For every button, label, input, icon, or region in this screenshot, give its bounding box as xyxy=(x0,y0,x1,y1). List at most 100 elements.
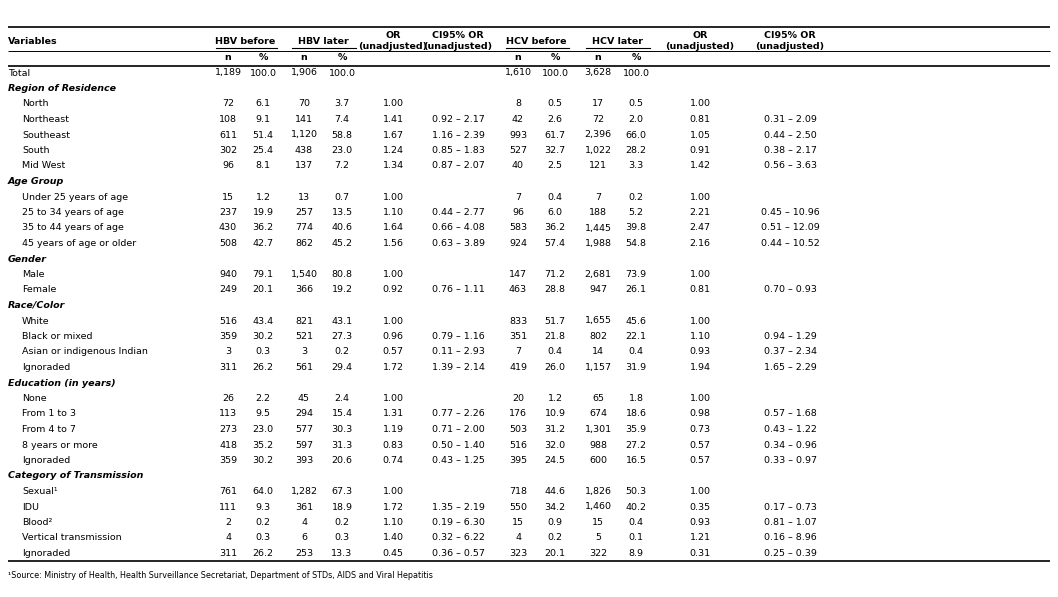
Text: 0.50 – 1.40: 0.50 – 1.40 xyxy=(432,441,485,450)
Text: 1.72: 1.72 xyxy=(383,363,403,372)
Text: 438: 438 xyxy=(295,146,313,155)
Text: 28.8: 28.8 xyxy=(545,285,565,294)
Text: 0.81: 0.81 xyxy=(690,115,711,124)
Text: 1,282: 1,282 xyxy=(291,487,317,496)
Text: 5: 5 xyxy=(595,534,601,543)
Text: 430: 430 xyxy=(219,223,237,232)
Text: 1.31: 1.31 xyxy=(382,410,403,418)
Text: 947: 947 xyxy=(589,285,607,294)
Text: 0.43 – 1.25: 0.43 – 1.25 xyxy=(432,456,485,465)
Text: 1,610: 1,610 xyxy=(505,69,531,78)
Text: n: n xyxy=(300,53,308,61)
Text: 0.3: 0.3 xyxy=(255,347,271,356)
Text: Vertical transmission: Vertical transmission xyxy=(22,534,122,543)
Text: 25.4: 25.4 xyxy=(253,146,274,155)
Text: 1,120: 1,120 xyxy=(291,131,317,140)
Text: Category of Transmission: Category of Transmission xyxy=(8,472,144,481)
Text: 26.2: 26.2 xyxy=(253,549,274,558)
Text: White: White xyxy=(22,316,50,325)
Text: 34.2: 34.2 xyxy=(545,503,566,512)
Text: 1.65 – 2.29: 1.65 – 2.29 xyxy=(764,363,817,372)
Text: 1.00: 1.00 xyxy=(690,100,711,109)
Text: 1.39 – 2.14: 1.39 – 2.14 xyxy=(432,363,485,372)
Text: 359: 359 xyxy=(219,332,237,341)
Text: 0.44 – 2.50: 0.44 – 2.50 xyxy=(764,131,817,140)
Text: 0.3: 0.3 xyxy=(255,534,271,543)
Text: 0.92: 0.92 xyxy=(383,285,403,294)
Text: 0.5: 0.5 xyxy=(547,100,563,109)
Text: 1.00: 1.00 xyxy=(690,316,711,325)
Text: 1,826: 1,826 xyxy=(584,487,612,496)
Text: 15: 15 xyxy=(512,518,524,527)
Text: 1.8: 1.8 xyxy=(628,394,643,403)
Text: 1.05: 1.05 xyxy=(690,131,711,140)
Text: %: % xyxy=(258,53,268,61)
Text: 1.42: 1.42 xyxy=(690,162,711,171)
Text: 0.57: 0.57 xyxy=(383,347,403,356)
Text: 311: 311 xyxy=(219,549,237,558)
Text: 774: 774 xyxy=(295,223,313,232)
Text: 71.2: 71.2 xyxy=(545,270,565,279)
Text: 5.2: 5.2 xyxy=(628,208,643,217)
Text: 1,540: 1,540 xyxy=(291,270,317,279)
Text: 15: 15 xyxy=(222,192,234,202)
Text: 361: 361 xyxy=(295,503,313,512)
Text: 100.0: 100.0 xyxy=(328,69,355,78)
Text: 27.2: 27.2 xyxy=(625,441,646,450)
Text: 20.6: 20.6 xyxy=(331,456,352,465)
Text: 0.35: 0.35 xyxy=(690,503,711,512)
Text: 821: 821 xyxy=(295,316,313,325)
Text: 988: 988 xyxy=(589,441,607,450)
Text: 273: 273 xyxy=(219,425,237,434)
Text: CI95% OR
(unadjusted): CI95% OR (unadjusted) xyxy=(423,31,493,51)
Text: 141: 141 xyxy=(295,115,313,124)
Text: 13: 13 xyxy=(298,192,310,202)
Text: 18.6: 18.6 xyxy=(625,410,646,418)
Text: 121: 121 xyxy=(589,162,607,171)
Text: 36.2: 36.2 xyxy=(253,223,274,232)
Text: 1.64: 1.64 xyxy=(383,223,403,232)
Text: Asian or indigenous Indian: Asian or indigenous Indian xyxy=(22,347,148,356)
Text: 0.87 – 2.07: 0.87 – 2.07 xyxy=(432,162,485,171)
Text: 26.0: 26.0 xyxy=(545,363,565,372)
Text: Blood²: Blood² xyxy=(22,518,53,527)
Text: 9.1: 9.1 xyxy=(255,115,271,124)
Text: CI95% OR
(unadjusted): CI95% OR (unadjusted) xyxy=(755,31,824,51)
Text: 29.4: 29.4 xyxy=(331,363,352,372)
Text: 64.0: 64.0 xyxy=(253,487,274,496)
Text: 9.5: 9.5 xyxy=(255,410,271,418)
Text: 24.5: 24.5 xyxy=(545,456,565,465)
Text: n: n xyxy=(595,53,601,61)
Text: 15.4: 15.4 xyxy=(331,410,352,418)
Text: 1.67: 1.67 xyxy=(383,131,403,140)
Text: 2.2: 2.2 xyxy=(255,394,271,403)
Text: 2.21: 2.21 xyxy=(690,208,711,217)
Text: 3.7: 3.7 xyxy=(334,100,349,109)
Text: 26.1: 26.1 xyxy=(625,285,646,294)
Text: 2,396: 2,396 xyxy=(584,131,612,140)
Text: 31.9: 31.9 xyxy=(625,363,646,372)
Text: Total: Total xyxy=(8,69,30,78)
Text: Female: Female xyxy=(22,285,56,294)
Text: 0.57: 0.57 xyxy=(690,441,711,450)
Text: 20.1: 20.1 xyxy=(253,285,274,294)
Text: 0.11 – 2.93: 0.11 – 2.93 xyxy=(432,347,485,356)
Text: 0.2: 0.2 xyxy=(334,518,349,527)
Text: 8 years or more: 8 years or more xyxy=(22,441,97,450)
Text: 8.1: 8.1 xyxy=(255,162,271,171)
Text: 0.2: 0.2 xyxy=(334,347,349,356)
Text: 237: 237 xyxy=(219,208,237,217)
Text: 1.00: 1.00 xyxy=(383,487,403,496)
Text: 137: 137 xyxy=(295,162,313,171)
Text: Age Group: Age Group xyxy=(8,177,65,186)
Text: From 4 to 7: From 4 to 7 xyxy=(22,425,76,434)
Text: 322: 322 xyxy=(589,549,607,558)
Text: 1.00: 1.00 xyxy=(383,192,403,202)
Text: 1.00: 1.00 xyxy=(690,487,711,496)
Text: 31.2: 31.2 xyxy=(545,425,566,434)
Text: 0.43 – 1.22: 0.43 – 1.22 xyxy=(764,425,817,434)
Text: 21.8: 21.8 xyxy=(545,332,565,341)
Text: Mid West: Mid West xyxy=(22,162,66,171)
Text: 188: 188 xyxy=(589,208,607,217)
Text: 26: 26 xyxy=(222,394,234,403)
